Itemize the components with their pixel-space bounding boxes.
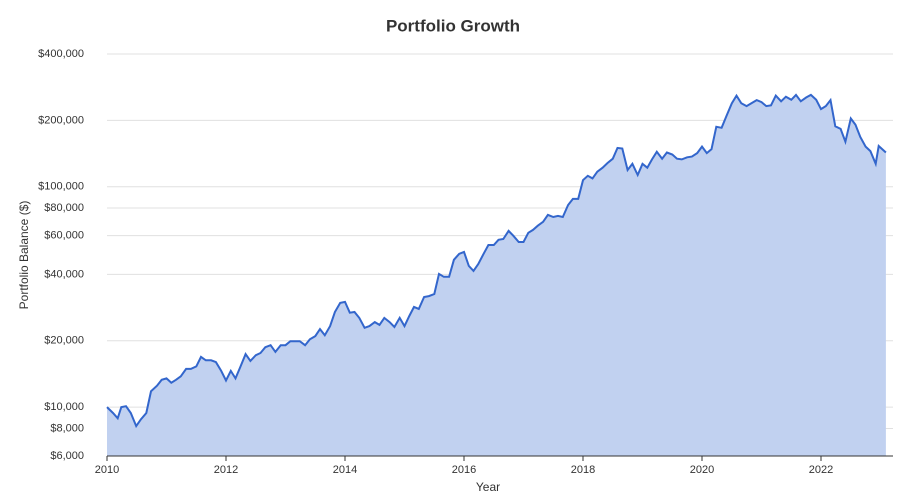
x-tick-label: 2018 [571, 464, 595, 476]
x-tick-label: 2010 [95, 464, 119, 476]
area-fill [107, 94, 886, 457]
x-tick-label: 2016 [452, 464, 476, 476]
x-tick-label: 2012 [214, 464, 238, 476]
y-tick-label: $60,000 [44, 230, 84, 242]
x-tick-label: 2022 [809, 464, 833, 476]
y-tick-label: $6,000 [50, 450, 84, 462]
y-tick-label: $100,000 [38, 181, 84, 193]
line [106, 93, 887, 429]
y-axis-label: Portfolio Balance ($) [17, 201, 31, 310]
chart-title: Portfolio Growth [386, 16, 520, 35]
y-tick-label: $20,000 [44, 335, 84, 347]
x-tick-label: 2014 [333, 464, 357, 476]
x-axis-label: Year [476, 480, 500, 494]
y-tick-label: $10,000 [44, 401, 84, 413]
y-tick-label: $400,000 [38, 48, 84, 60]
x-tick-label: 2020 [690, 464, 714, 476]
y-tick-label: $200,000 [38, 114, 84, 126]
y-tick-label: $40,000 [44, 268, 84, 280]
y-tick-label: $80,000 [44, 202, 84, 214]
y-tick-label: $8,000 [50, 422, 84, 434]
